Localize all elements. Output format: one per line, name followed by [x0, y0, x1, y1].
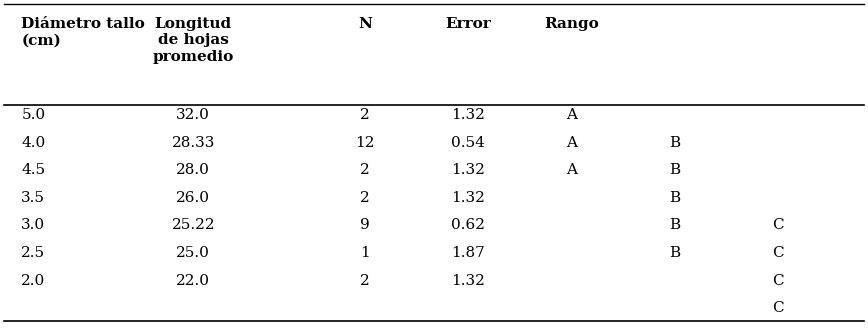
Text: A: A	[566, 136, 577, 150]
Text: 0.62: 0.62	[451, 218, 485, 232]
Text: B: B	[669, 136, 681, 150]
Text: 1.32: 1.32	[451, 274, 485, 288]
Text: 1.32: 1.32	[451, 191, 485, 205]
Text: Longitud
de hojas
promedio: Longitud de hojas promedio	[153, 17, 233, 64]
Text: 2: 2	[360, 108, 370, 122]
Text: 0.54: 0.54	[451, 136, 485, 150]
Text: 1.32: 1.32	[451, 108, 485, 122]
Text: 22.0: 22.0	[176, 274, 210, 288]
Text: B: B	[669, 246, 681, 260]
Text: N: N	[358, 17, 372, 31]
Text: 26.0: 26.0	[176, 191, 210, 205]
Text: B: B	[669, 163, 681, 177]
Text: B: B	[669, 218, 681, 232]
Text: 2: 2	[360, 191, 370, 205]
Text: 2.0: 2.0	[22, 274, 46, 288]
Text: 25.0: 25.0	[176, 246, 210, 260]
Text: 3.5: 3.5	[22, 191, 45, 205]
Text: 2.5: 2.5	[22, 246, 45, 260]
Text: Diámetro tallo
(cm): Diámetro tallo (cm)	[22, 17, 145, 47]
Text: 28.33: 28.33	[172, 136, 215, 150]
Text: Error: Error	[445, 17, 491, 31]
Text: 1: 1	[360, 246, 370, 260]
Text: 12: 12	[356, 136, 375, 150]
Text: 9: 9	[360, 218, 370, 232]
Text: C: C	[772, 274, 784, 288]
Text: C: C	[772, 301, 784, 315]
Text: 1.87: 1.87	[451, 246, 485, 260]
Text: A: A	[566, 108, 577, 122]
Text: C: C	[772, 218, 784, 232]
Text: 5.0: 5.0	[22, 108, 45, 122]
Text: 1.32: 1.32	[451, 163, 485, 177]
Text: A: A	[566, 163, 577, 177]
Text: B: B	[669, 191, 681, 205]
Text: C: C	[772, 246, 784, 260]
Text: 28.0: 28.0	[176, 163, 210, 177]
Text: 4.5: 4.5	[22, 163, 45, 177]
Text: 2: 2	[360, 163, 370, 177]
Text: 4.0: 4.0	[22, 136, 46, 150]
Text: 3.0: 3.0	[22, 218, 45, 232]
Text: 32.0: 32.0	[176, 108, 210, 122]
Text: 2: 2	[360, 274, 370, 288]
Text: Rango: Rango	[544, 17, 599, 31]
Text: 25.22: 25.22	[172, 218, 215, 232]
